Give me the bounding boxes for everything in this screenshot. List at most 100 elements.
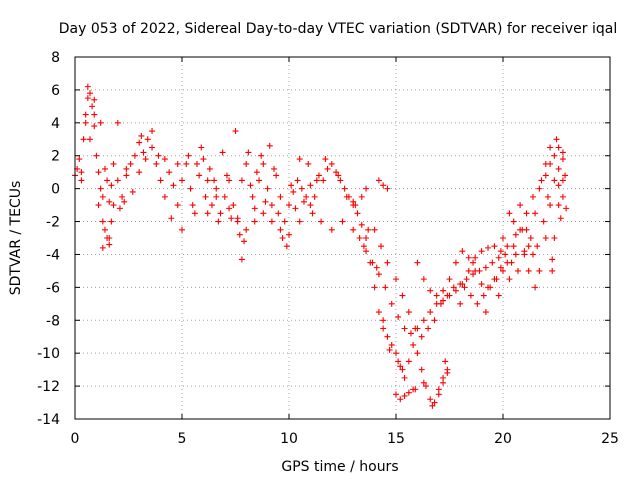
y-tick-label: -10	[37, 346, 60, 362]
data-point	[333, 169, 340, 176]
data-point	[78, 169, 85, 176]
data-point	[97, 185, 104, 192]
data-point	[395, 313, 402, 320]
data-point	[491, 243, 498, 250]
data-point	[341, 185, 348, 192]
data-point	[401, 392, 408, 399]
data-point	[363, 248, 370, 255]
data-point	[86, 90, 93, 97]
data-point	[234, 215, 241, 222]
data-point	[470, 271, 477, 278]
data-point	[414, 350, 421, 357]
data-point	[551, 235, 558, 241]
series-track-d	[375, 144, 566, 299]
data-point	[116, 205, 123, 212]
series-track-a	[72, 90, 451, 406]
data-point	[414, 325, 421, 332]
data-point	[384, 259, 391, 266]
data-point	[399, 292, 406, 299]
data-point	[155, 152, 162, 159]
data-point	[264, 185, 271, 192]
data-point	[78, 177, 85, 184]
data-point	[281, 218, 288, 225]
data-point	[405, 309, 412, 316]
data-point	[459, 248, 466, 255]
data-point	[433, 300, 440, 307]
data-point	[495, 254, 502, 261]
data-point	[401, 325, 408, 332]
data-point	[410, 341, 417, 348]
data-point	[286, 231, 292, 238]
data-point	[474, 300, 481, 307]
data-point	[375, 271, 382, 278]
data-point	[260, 160, 267, 167]
data-point	[563, 205, 570, 212]
data-point	[407, 330, 414, 337]
data-point	[288, 182, 295, 189]
data-point	[136, 139, 143, 146]
series-track-f	[393, 369, 451, 403]
data-point	[485, 244, 492, 251]
data-point	[179, 177, 185, 184]
data-point	[380, 325, 387, 332]
data-point	[371, 226, 378, 233]
data-point	[562, 172, 569, 179]
data-point	[292, 205, 299, 212]
data-point	[542, 172, 549, 179]
data-point	[521, 248, 528, 255]
data-point	[213, 193, 220, 200]
data-point	[470, 259, 477, 266]
axis-ticks: 0 5 10 15 20 25 -14 -12 -10 -8 -6 -4 -2 0 2 4 6 8	[37, 50, 619, 447]
data-point	[378, 243, 385, 250]
data-point	[461, 284, 468, 291]
data-point	[298, 185, 305, 192]
data-point	[322, 156, 329, 163]
data-point	[223, 172, 230, 179]
data-point	[386, 346, 393, 353]
data-point	[532, 210, 539, 217]
data-point	[328, 226, 335, 233]
y-tick-label: -2	[46, 215, 60, 231]
data-point	[459, 281, 466, 288]
data-point	[161, 193, 168, 200]
data-point	[221, 193, 228, 200]
data-point	[101, 165, 108, 172]
data-point	[110, 160, 117, 167]
data-point	[549, 267, 556, 274]
data-point	[373, 264, 380, 271]
data-point	[549, 256, 556, 263]
data-point	[401, 374, 408, 381]
data-point	[420, 276, 427, 283]
data-point	[512, 231, 519, 238]
data-point	[213, 185, 220, 192]
data-point	[174, 202, 181, 209]
data-point	[397, 396, 404, 403]
data-point	[311, 193, 318, 200]
data-point	[174, 160, 181, 167]
data-point	[95, 169, 102, 176]
data-point	[343, 193, 350, 200]
data-point	[110, 202, 117, 209]
data-point	[452, 259, 459, 266]
data-point	[106, 198, 113, 205]
data-point	[219, 149, 226, 156]
data-point	[93, 152, 100, 159]
data-point	[388, 341, 395, 348]
data-point	[405, 389, 412, 396]
series-track-e	[461, 177, 566, 307]
data-point	[525, 267, 532, 274]
data-point	[260, 210, 267, 217]
data-point	[89, 103, 96, 110]
data-point	[478, 281, 485, 288]
data-point	[472, 267, 479, 274]
data-point	[551, 177, 558, 184]
data-point	[405, 358, 412, 365]
data-point	[114, 177, 121, 184]
data-point	[427, 309, 434, 316]
data-point	[495, 292, 502, 299]
data-point	[356, 235, 363, 241]
data-point	[144, 136, 151, 143]
data-point	[258, 152, 265, 159]
plot-frame	[74, 56, 611, 420]
